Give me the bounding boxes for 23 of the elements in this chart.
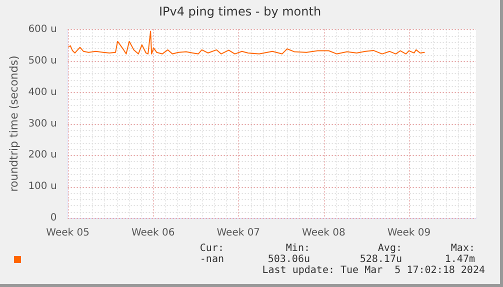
text: Last update: Tue Mar 5 17:02:18 2024 xyxy=(262,265,485,276)
y-tick-label: 0 xyxy=(50,212,57,224)
y-tick-label: 400 u xyxy=(28,86,57,98)
text: 528.17u xyxy=(360,254,402,265)
x-tick-label: Week 06 xyxy=(131,228,175,239)
text: 1.47m xyxy=(444,254,475,265)
y-tick-label: 100 u xyxy=(28,181,57,192)
x-tick-label: Week 09 xyxy=(387,228,431,239)
text: Avg: xyxy=(378,243,402,254)
y-axis-title: roundtrip time (seconds) xyxy=(7,56,20,192)
text: -nan xyxy=(200,254,224,265)
x-tick-label: Week 08 xyxy=(302,228,346,239)
x-tick-label: Week 05 xyxy=(46,228,90,239)
chart-title: IPv4 ping times - by month xyxy=(158,4,322,18)
x-tick-label: Week 07 xyxy=(216,228,260,239)
y-tick-label: 500 u xyxy=(28,55,57,66)
y-tick-label: 200 u xyxy=(28,150,57,161)
text: Max: xyxy=(450,243,475,254)
text: Cur: xyxy=(200,243,224,254)
text: 503.06u xyxy=(268,254,310,265)
text: Min: xyxy=(286,243,310,254)
y-tick-label: 600 u xyxy=(28,24,57,35)
y-tick-label: 300 u xyxy=(28,118,57,130)
